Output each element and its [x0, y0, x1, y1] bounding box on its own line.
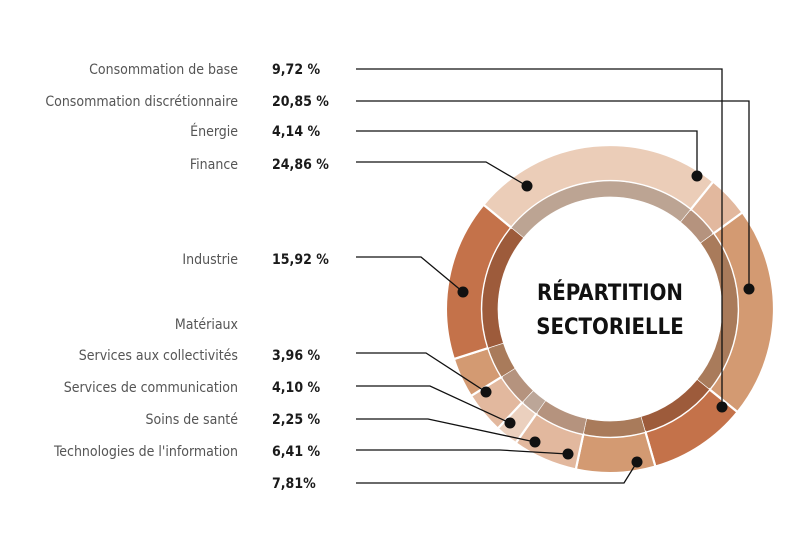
- chart-title: RÉPARTITION SECTORIELLE: [536, 280, 684, 340]
- leader-dot: [631, 456, 643, 468]
- leader-dot: [480, 386, 492, 398]
- leader-dot: [691, 170, 703, 182]
- leader-lines: [356, 68, 755, 484]
- value-label: 15,92 %: [272, 252, 329, 268]
- value-label: 20,85 %: [272, 94, 329, 110]
- leader-line: [356, 418, 536, 443]
- donut-slice-4: [574, 430, 657, 475]
- category-label: Services aux collectivités: [79, 348, 238, 364]
- donut-inner-band-4: [582, 416, 646, 438]
- leader-line: [356, 256, 464, 293]
- value-label: 7,81%: [272, 476, 316, 492]
- category-label: Industrie: [182, 252, 238, 268]
- leader-line: [356, 449, 569, 455]
- leader-line: [356, 100, 750, 289]
- leader-line: [356, 461, 638, 484]
- leader-dot: [743, 283, 755, 295]
- value-label: 6,41 %: [272, 444, 320, 460]
- leader-dot: [504, 417, 516, 429]
- value-label: 3,96 %: [272, 348, 320, 364]
- category-label: Technologies de l'information: [53, 444, 238, 460]
- leader-dot: [716, 401, 728, 413]
- category-label: Énergie: [190, 123, 238, 140]
- leader-line: [356, 130, 698, 176]
- leader-line: [356, 161, 528, 187]
- category-label: Matériaux: [175, 317, 239, 333]
- leader-line: [356, 68, 723, 407]
- leader-line: [356, 385, 511, 424]
- donut-inner-band-10: [510, 180, 691, 239]
- leader-dot: [529, 436, 541, 448]
- leader-dot: [521, 180, 533, 192]
- value-label: 9,72 %: [272, 62, 320, 78]
- value-label: 4,14 %: [272, 124, 320, 140]
- leader-dot: [562, 448, 574, 460]
- value-label: 2,25 %: [272, 412, 320, 428]
- chart-title-line: RÉPARTITION: [537, 280, 683, 306]
- value-label: 24,86 %: [272, 157, 329, 173]
- donut-slices: [444, 143, 776, 475]
- value-label: 4,10 %: [272, 380, 320, 396]
- leader-line: [356, 352, 487, 393]
- category-label: Soins de santé: [146, 412, 239, 428]
- category-label: Consommation discrétionnaire: [45, 94, 238, 110]
- legend-labels: Consommation de base Consommation discrét…: [45, 62, 329, 492]
- category-label: Consommation de base: [89, 62, 238, 78]
- category-label: Finance: [190, 157, 238, 173]
- leader-dot: [457, 286, 469, 298]
- category-label: Services de communication: [64, 380, 238, 396]
- chart-title-line: SECTORIELLE: [536, 315, 684, 340]
